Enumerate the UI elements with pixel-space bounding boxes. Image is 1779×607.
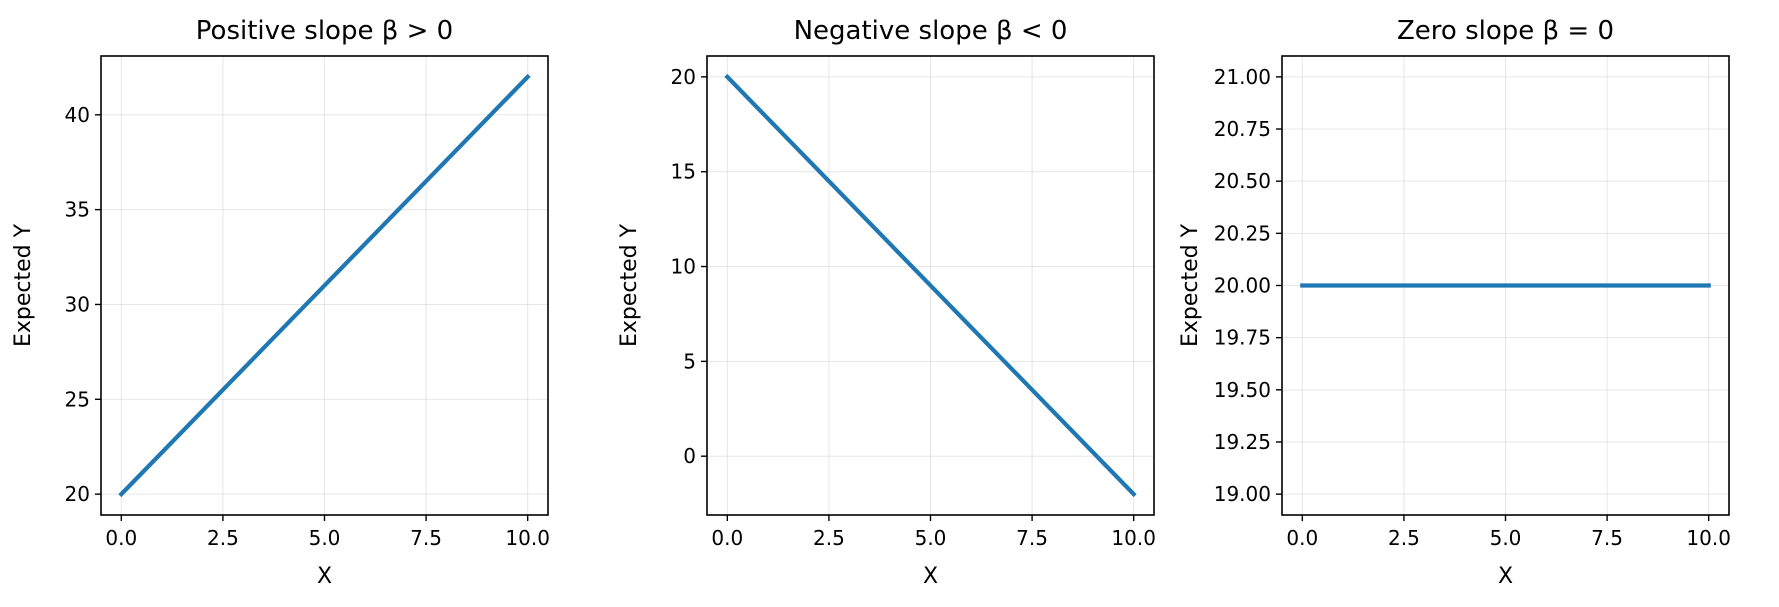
x-tick-label: 0.0 [105, 526, 137, 550]
y-axis-label: Expected Y [1178, 223, 1203, 347]
chart-title: Positive slope β > 0 [196, 16, 453, 46]
x-tick-label: 2.5 [207, 526, 239, 550]
x-tick-label: 5.0 [1490, 526, 1522, 550]
x-axis-label: X [317, 564, 332, 589]
y-tick-label: 5 [683, 349, 696, 373]
x-axis-label: X [923, 564, 938, 589]
x-tick-label: 7.5 [1016, 526, 1048, 550]
y-tick-label: 21.00 [1214, 65, 1271, 89]
x-tick-label: 2.5 [1388, 526, 1420, 550]
x-tick-label: 5.0 [309, 526, 341, 550]
x-tick-label: 10.0 [1111, 526, 1156, 550]
x-tick-label: 10.0 [505, 526, 550, 550]
y-tick-label: 19.00 [1214, 482, 1271, 506]
x-tick-label: 7.5 [410, 526, 442, 550]
y-tick-label: 0 [683, 444, 696, 468]
subplot-3: 0.0 2.5 5.0 7.5 10.0 19.00 19.25 19.50 19.75 20.0… [1178, 16, 1731, 589]
y-axis-label: Expected Y [11, 223, 36, 347]
subplot-2: 0.0 2.5 5.0 7.5 10.0 0 5 10 15 20 Negative slope β… [617, 16, 1156, 589]
y-tick-label: 25 [65, 387, 90, 411]
x-tick-label: 7.5 [1591, 526, 1623, 550]
x-tick-label: 0.0 [1286, 526, 1318, 550]
y-tick-label: 20.75 [1214, 117, 1271, 141]
y-tick-label: 20.50 [1214, 169, 1271, 193]
y-tick-label: 30 [65, 292, 90, 316]
series-line-1 [118, 73, 531, 498]
x-tick-label: 10.0 [1686, 526, 1731, 550]
y-tick-label: 10 [671, 255, 696, 279]
y-tick-label: 19.25 [1214, 430, 1271, 454]
subplots-container: 0.0 2.5 5.0 7.5 10.0 20 25 30 35 40 Positive slope… [11, 16, 1731, 589]
y-tick-label: 19.75 [1214, 326, 1271, 350]
y-tick-label: 19.50 [1214, 378, 1271, 402]
y-tick-label: 20.00 [1214, 274, 1271, 298]
y-tick-label: 20 [65, 482, 90, 506]
chart-title: Zero slope β = 0 [1397, 16, 1614, 46]
y-tick-label: 35 [65, 198, 90, 222]
y-tick-label: 20.25 [1214, 221, 1271, 245]
y-tick-label: 40 [65, 103, 90, 127]
x-tick-label: 0.0 [711, 526, 743, 550]
x-axis-label: X [1498, 564, 1513, 589]
subplot-1: 0.0 2.5 5.0 7.5 10.0 20 25 30 35 40 Positive slope… [11, 16, 550, 589]
y-tick-label: 15 [671, 160, 696, 184]
y-axis-label: Expected Y [617, 223, 642, 347]
x-tick-label: 5.0 [915, 526, 947, 550]
series-line-1 [724, 73, 1137, 498]
chart-title: Negative slope β < 0 [794, 16, 1068, 46]
x-tick-label: 2.5 [813, 526, 845, 550]
y-tick-label: 20 [671, 65, 696, 89]
